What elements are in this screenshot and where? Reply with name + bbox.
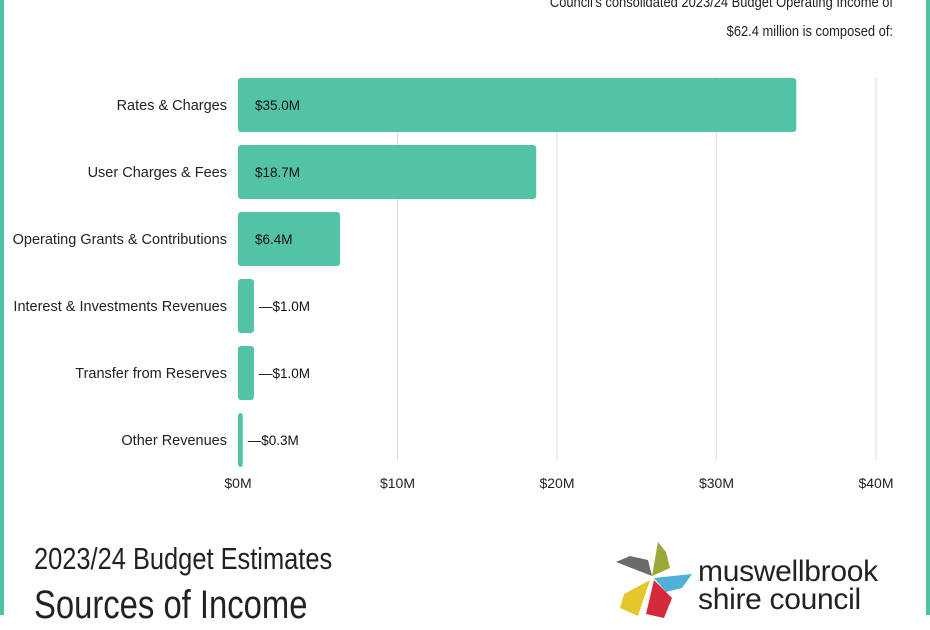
category-label-0: Rates & Charges xyxy=(117,98,227,114)
category-label-2: Operating Grants & Contributions xyxy=(13,232,227,248)
data-label-0: $35.0M xyxy=(255,98,300,113)
category-label-3: Interest & Investments Revenues xyxy=(13,299,227,315)
bar-1 xyxy=(238,145,537,199)
category-label-5: Other Revenues xyxy=(121,433,227,449)
frame-right-border xyxy=(926,0,930,615)
logo-petal-grey xyxy=(616,556,652,576)
council-logo: muswellbrook shire council xyxy=(612,538,912,618)
council-logo-mark-icon xyxy=(616,542,692,618)
intro-line-1: Council's consolidated 2023/24 Budget Op… xyxy=(549,0,893,11)
x-tick-label-4: $40M xyxy=(858,475,893,491)
logo-petal-green xyxy=(652,542,670,576)
intro-line-2: $62.4 million is composed of: xyxy=(726,23,893,40)
x-tick-label-1: $10M xyxy=(380,475,415,491)
x-tick-label-0: $0M xyxy=(224,475,251,491)
x-tick-label-2: $20M xyxy=(539,475,574,491)
bar-2 xyxy=(238,212,341,266)
intro-text: Council's consolidated 2023/24 Budget Op… xyxy=(411,0,893,46)
frame-left-border xyxy=(0,0,4,615)
bar-5 xyxy=(238,413,243,467)
logo-text-line-1: muswellbrook xyxy=(698,555,878,588)
x-tick-label-3: $30M xyxy=(699,475,734,491)
logo-petal-blue xyxy=(654,574,692,592)
footer-title-line-1: 2023/24 Budget Estimates xyxy=(34,541,333,576)
category-label-4: Transfer from Reserves xyxy=(75,366,227,382)
category-label-1: User Charges & Fees xyxy=(88,165,227,181)
logo-petal-yellow xyxy=(620,580,650,616)
data-label-1: $18.7M xyxy=(255,165,300,180)
logo-petal-red xyxy=(646,580,672,618)
footer-title-line-2: Sources of Income xyxy=(34,583,308,627)
bar-3 xyxy=(238,279,254,333)
footer-title: 2023/24 Budget Estimates Sources of Inco… xyxy=(34,540,332,630)
data-label-5: —$0.3M xyxy=(248,433,299,448)
bar-4 xyxy=(238,346,254,400)
data-label-3: —$1.0M xyxy=(259,299,310,314)
data-label-4: —$1.0M xyxy=(259,366,310,381)
logo-text-line-2: shire council xyxy=(698,583,861,616)
bar-0 xyxy=(238,78,797,132)
income-bar-chart: Rates & Charges $35.0M User Charges & Fees… xyxy=(13,77,894,491)
data-label-2: $6.4M xyxy=(255,232,293,247)
